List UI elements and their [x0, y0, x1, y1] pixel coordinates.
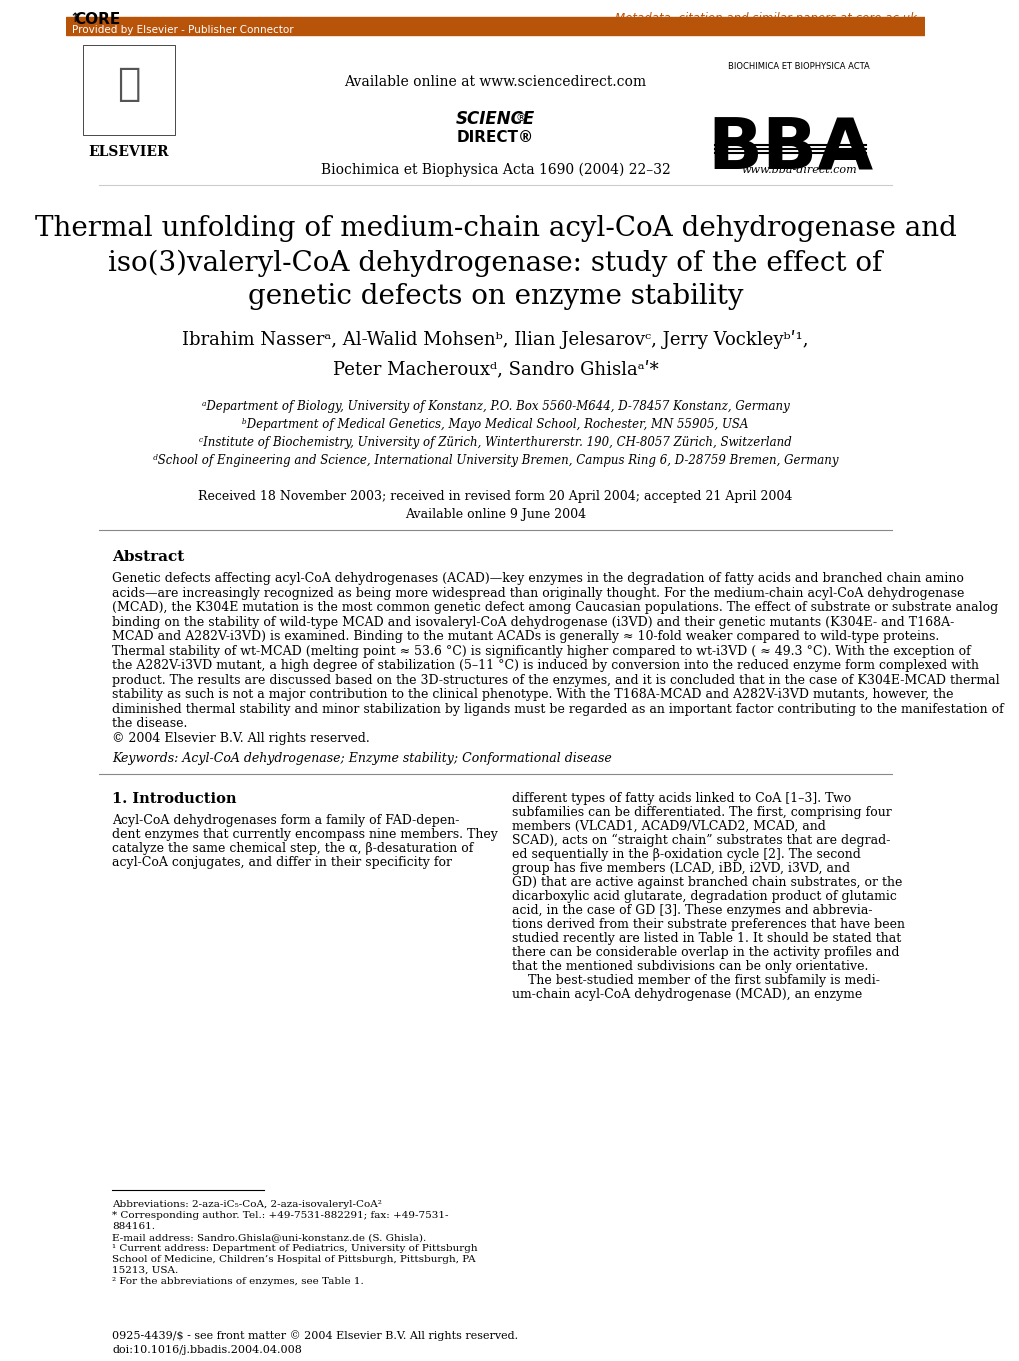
Text: Available online at www.sciencedirect.com: Available online at www.sciencedirect.co… [344, 75, 646, 88]
Text: ¹ Current address: Department of Pediatrics, University of Pittsburgh: ¹ Current address: Department of Pediatr… [112, 1244, 477, 1253]
Text: Thermal unfolding of medium-chain acyl-CoA dehydrogenase and: Thermal unfolding of medium-chain acyl-C… [35, 215, 956, 242]
Text: genetic defects on enzyme stability: genetic defects on enzyme stability [248, 283, 743, 310]
Text: ELSEVIER: ELSEVIER [89, 146, 169, 159]
Text: Keywords: Acyl-CoA dehydrogenase; Enzyme stability; Conformational disease: Keywords: Acyl-CoA dehydrogenase; Enzyme… [112, 753, 611, 765]
Text: ᵇDepartment of Medical Genetics, Mayo Medical School, Rochester, MN 55905, USA: ᵇDepartment of Medical Genetics, Mayo Me… [243, 418, 748, 431]
Text: group has five members (LCAD, iBD, i2VD, i3VD, and: group has five members (LCAD, iBD, i2VD,… [512, 862, 850, 875]
Text: BBA: BBA [706, 114, 872, 184]
Text: Abbreviations: 2-aza-iC₅-CoA, 2-aza-isovaleryl-CoA²: Abbreviations: 2-aza-iC₅-CoA, 2-aza-isov… [112, 1200, 381, 1209]
Text: 1. Introduction: 1. Introduction [112, 792, 236, 806]
Text: acyl-CoA conjugates, and differ in their specificity for: acyl-CoA conjugates, and differ in their… [112, 856, 451, 870]
Text: ↑: ↑ [69, 12, 79, 24]
Text: 🌳: 🌳 [117, 65, 141, 103]
Bar [65, 16, 924, 35]
Text: that the mentioned subdivisions can be only orientative.: that the mentioned subdivisions can be o… [512, 960, 868, 973]
Text: studied recently are listed in Table 1. It should be stated that: studied recently are listed in Table 1. … [512, 932, 901, 945]
Text: tions derived from their substrate preferences that have been: tions derived from their substrate prefe… [512, 919, 905, 931]
Text: ed sequentially in the β-oxidation cycle [2]. The second: ed sequentially in the β-oxidation cycle… [512, 848, 860, 862]
Text: ᵈSchool of Engineering and Science, International University Bremen, Campus Ring: ᵈSchool of Engineering and Science, Inte… [153, 455, 838, 467]
Text: Received 18 November 2003; received in revised form 20 April 2004; accepted 21 A: Received 18 November 2003; received in r… [198, 490, 792, 504]
Bar [83, 45, 175, 135]
Text: MCAD and A282V-i3VD) is examined. Binding to the mutant ACADs is generally ≈ 10-: MCAD and A282V-i3VD) is examined. Bindin… [112, 630, 938, 642]
Text: subfamilies can be differentiated. The first, comprising four: subfamilies can be differentiated. The f… [512, 806, 892, 819]
Text: dicarboxylic acid glutarate, degradation product of glutamic: dicarboxylic acid glutarate, degradation… [512, 890, 897, 902]
Text: different types of fatty acids linked to CoA [1–3]. Two: different types of fatty acids linked to… [512, 792, 851, 804]
Text: doi:10.1016/j.bbadis.2004.04.008: doi:10.1016/j.bbadis.2004.04.008 [112, 1345, 302, 1356]
Text: iso(3)valeryl-CoA dehydrogenase: study of the effect of: iso(3)valeryl-CoA dehydrogenase: study o… [108, 250, 881, 278]
Text: um-chain acyl-CoA dehydrogenase (MCAD), an enzyme: um-chain acyl-CoA dehydrogenase (MCAD), … [512, 988, 862, 1000]
Text: Acyl-CoA dehydrogenases form a family of FAD-depen-: Acyl-CoA dehydrogenases form a family of… [112, 814, 459, 827]
Text: E-mail address: Sandro.Ghisla@uni-konstanz.de (S. Ghisla).: E-mail address: Sandro.Ghisla@uni-konsta… [112, 1233, 426, 1243]
Text: 0925-4439/$ - see front matter © 2004 Elsevier B.V. All rights reserved.: 0925-4439/$ - see front matter © 2004 El… [112, 1330, 518, 1341]
Text: ² For the abbreviations of enzymes, see Table 1.: ² For the abbreviations of enzymes, see … [112, 1277, 364, 1286]
Text: acids—are increasingly recognized as being more widespread than originally thoug: acids—are increasingly recognized as bei… [112, 587, 964, 599]
Text: stability as such is not a major contribution to the clinical phenotype. With th: stability as such is not a major contrib… [112, 689, 953, 701]
Text: DIRECT®: DIRECT® [457, 131, 534, 146]
Text: Provided by Elsevier - Publisher Connector: Provided by Elsevier - Publisher Connect… [72, 24, 293, 35]
Text: SCIENCE: SCIENCE [455, 110, 535, 128]
Text: Abstract: Abstract [112, 550, 184, 563]
Text: Genetic defects affecting acyl-CoA dehydrogenases (ACAD)—key enzymes in the degr: Genetic defects affecting acyl-CoA dehyd… [112, 572, 963, 585]
Text: the disease.: the disease. [112, 717, 187, 729]
Text: ®: ® [515, 113, 526, 122]
Text: there can be considerable overlap in the activity profiles and: there can be considerable overlap in the… [512, 946, 899, 960]
Text: binding on the stability of wild-type MCAD and isovaleryl-CoA dehydrogenase (i3V: binding on the stability of wild-type MC… [112, 615, 954, 629]
Text: (MCAD), the K304E mutation is the most common genetic defect among Caucasian pop: (MCAD), the K304E mutation is the most c… [112, 602, 998, 614]
Text: BIOCHIMICA ET BIOPHYSICA ACTA: BIOCHIMICA ET BIOPHYSICA ACTA [728, 63, 869, 71]
Text: diminished thermal stability and minor stabilization by ligands must be regarded: diminished thermal stability and minor s… [112, 702, 1003, 716]
Text: ᵃDepartment of Biology, University of Konstanz, P.O. Box 5560-M644, D-78457 Kons: ᵃDepartment of Biology, University of Ko… [202, 400, 789, 412]
Text: Metadata, citation and similar papers at core.ac.uk: Metadata, citation and similar papers at… [614, 12, 916, 24]
Text: Available online 9 June 2004: Available online 9 June 2004 [405, 508, 586, 521]
Text: The best-studied member of the first subfamily is medi-: The best-studied member of the first sub… [512, 974, 879, 987]
Text: the A282V-i3VD mutant, a high degree of stabilization (5–11 °C) is induced by co: the A282V-i3VD mutant, a high degree of … [112, 659, 978, 672]
Text: © 2004 Elsevier B.V. All rights reserved.: © 2004 Elsevier B.V. All rights reserved… [112, 731, 370, 744]
Text: catalyze the same chemical step, the α, β-desaturation of: catalyze the same chemical step, the α, … [112, 842, 473, 855]
Text: 15213, USA.: 15213, USA. [112, 1266, 178, 1275]
Text: Thermal stability of wt-MCAD (melting point ≈ 53.6 °C) is significantly higher c: Thermal stability of wt-MCAD (melting po… [112, 645, 970, 657]
Text: Ibrahim Nasserᵃ, Al-Walid Mohsenᵇ, Ilian Jelesarovᶜ, Jerry Vockleyᵇʹ¹,: Ibrahim Nasserᵃ, Al-Walid Mohsenᵇ, Ilian… [182, 329, 808, 348]
Text: product. The results are discussed based on the 3D-structures of the enzymes, an: product. The results are discussed based… [112, 674, 999, 686]
Text: members (VLCAD1, ACAD9/VLCAD2, MCAD, and: members (VLCAD1, ACAD9/VLCAD2, MCAD, and [512, 819, 825, 833]
Text: GD) that are active against branched chain substrates, or the: GD) that are active against branched cha… [512, 876, 902, 889]
Text: * Corresponding author. Tel.: +49-7531-882291; fax: +49-7531-: * Corresponding author. Tel.: +49-7531-8… [112, 1211, 448, 1219]
Text: ᶜInstitute of Biochemistry, University of Zürich, Winterthurerstr. 190, CH-8057 : ᶜInstitute of Biochemistry, University o… [199, 436, 791, 449]
Text: Peter Macherouxᵈ, Sandro Ghislaᵃʹ*: Peter Macherouxᵈ, Sandro Ghislaᵃʹ* [332, 361, 657, 378]
Text: acid, in the case of GD [3]. These enzymes and abbrevia-: acid, in the case of GD [3]. These enzym… [512, 904, 872, 917]
Text: 884161.: 884161. [112, 1222, 155, 1230]
Text: CORE: CORE [74, 12, 120, 27]
Text: School of Medicine, Children’s Hospital of Pittsburgh, Pittsburgh, PA: School of Medicine, Children’s Hospital … [112, 1255, 475, 1264]
Text: SCAD), acts on “straight chain” substrates that are degrad-: SCAD), acts on “straight chain” substrat… [512, 834, 890, 848]
Text: dent enzymes that currently encompass nine members. They: dent enzymes that currently encompass ni… [112, 827, 497, 841]
Text: Biochimica et Biophysica Acta 1690 (2004) 22–32: Biochimica et Biophysica Acta 1690 (2004… [320, 163, 669, 177]
Text: www.bba-direct.com: www.bba-direct.com [741, 165, 856, 176]
